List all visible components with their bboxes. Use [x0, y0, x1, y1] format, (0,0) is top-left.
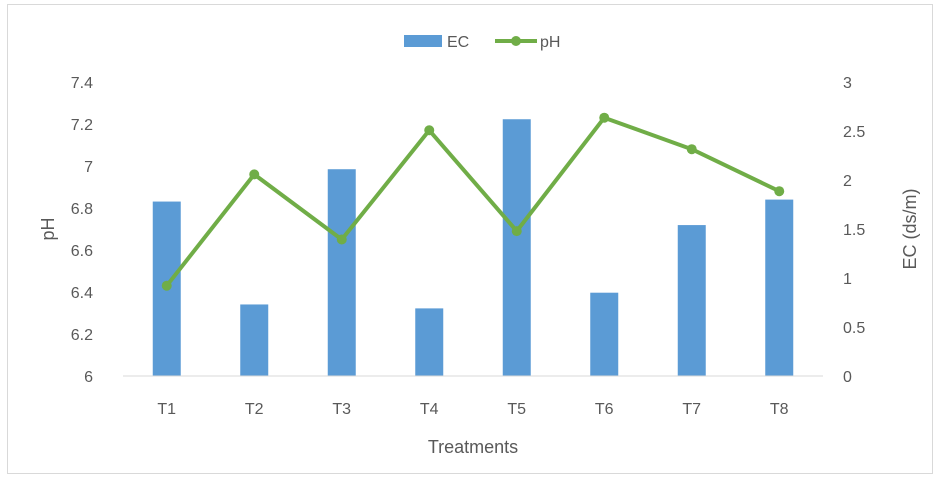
ec-bar — [240, 304, 269, 376]
right-tick-label: 0.5 — [843, 320, 865, 337]
x-tick-label: T8 — [770, 401, 789, 418]
ec-bars — [152, 119, 794, 377]
ec-bar — [327, 169, 356, 376]
x-tick-label: T1 — [157, 401, 176, 418]
right-tick-label: 2.5 — [843, 124, 865, 141]
left-tick-label: 7.4 — [71, 75, 93, 92]
left-tick-label: 6 — [84, 369, 93, 386]
ph-point — [686, 144, 697, 155]
x-tick-label: T4 — [420, 401, 439, 418]
ec-bar — [415, 308, 444, 376]
ph-series — [161, 112, 785, 291]
x-tick-label: T3 — [332, 401, 351, 418]
right-tick-label: 2 — [843, 173, 852, 190]
ec-bar — [590, 292, 619, 376]
ph-point — [774, 186, 785, 197]
ph-point — [161, 280, 172, 291]
ec-bar — [502, 119, 531, 377]
x-tick-label: T7 — [682, 401, 701, 418]
x-axis-title: Treatments — [428, 437, 518, 457]
x-tick-label: T2 — [245, 401, 264, 418]
legend-ph-label: pH — [540, 34, 560, 51]
chart-frame: EC pH 6 6.2 6.4 6.6 6.8 7 7.2 7.4 0 0.5 1 1.5 2 2.5 3… — [7, 4, 933, 474]
ph-point — [424, 125, 435, 136]
combo-chart: EC pH 6 6.2 6.4 6.6 6.8 7 7.2 7.4 0 0.5 1 1.5 2 2.5 3… — [38, 34, 920, 457]
ph-line — [165, 115, 781, 287]
right-tick-label: 3 — [843, 75, 852, 92]
right-axis-title: EC (ds/m) — [900, 189, 920, 270]
ec-bar — [677, 225, 706, 376]
ph-point — [599, 112, 610, 123]
legend-ec-swatch — [404, 35, 442, 47]
right-tick-label: 0 — [843, 369, 852, 386]
left-axis-title: pH — [38, 217, 58, 240]
left-tick-label: 7 — [84, 159, 93, 176]
right-tick-label: 1 — [843, 271, 852, 288]
left-axis-ticks: 6 6.2 6.4 6.6 6.8 7 7.2 7.4 — [71, 75, 93, 386]
ph-point — [336, 234, 347, 245]
ph-point — [511, 226, 522, 237]
x-tick-label: T6 — [595, 401, 614, 418]
legend-ph-marker — [511, 36, 521, 46]
left-tick-label: 7.2 — [71, 117, 93, 134]
x-axis-ticks: T1 T2 T3 T4 T5 T6 T7 T8 — [157, 401, 788, 418]
right-axis-ticks: 0 0.5 1 1.5 2 2.5 3 — [843, 75, 865, 386]
ec-bar — [765, 199, 794, 376]
left-tick-label: 6.6 — [71, 243, 93, 260]
left-tick-label: 6.8 — [71, 201, 93, 218]
left-tick-label: 6.4 — [71, 285, 93, 302]
left-tick-label: 6.2 — [71, 327, 93, 344]
right-tick-label: 1.5 — [843, 222, 865, 239]
legend-ec-label: EC — [447, 34, 469, 51]
legend: EC pH — [404, 34, 560, 51]
x-tick-label: T5 — [507, 401, 526, 418]
ph-point — [249, 169, 260, 180]
